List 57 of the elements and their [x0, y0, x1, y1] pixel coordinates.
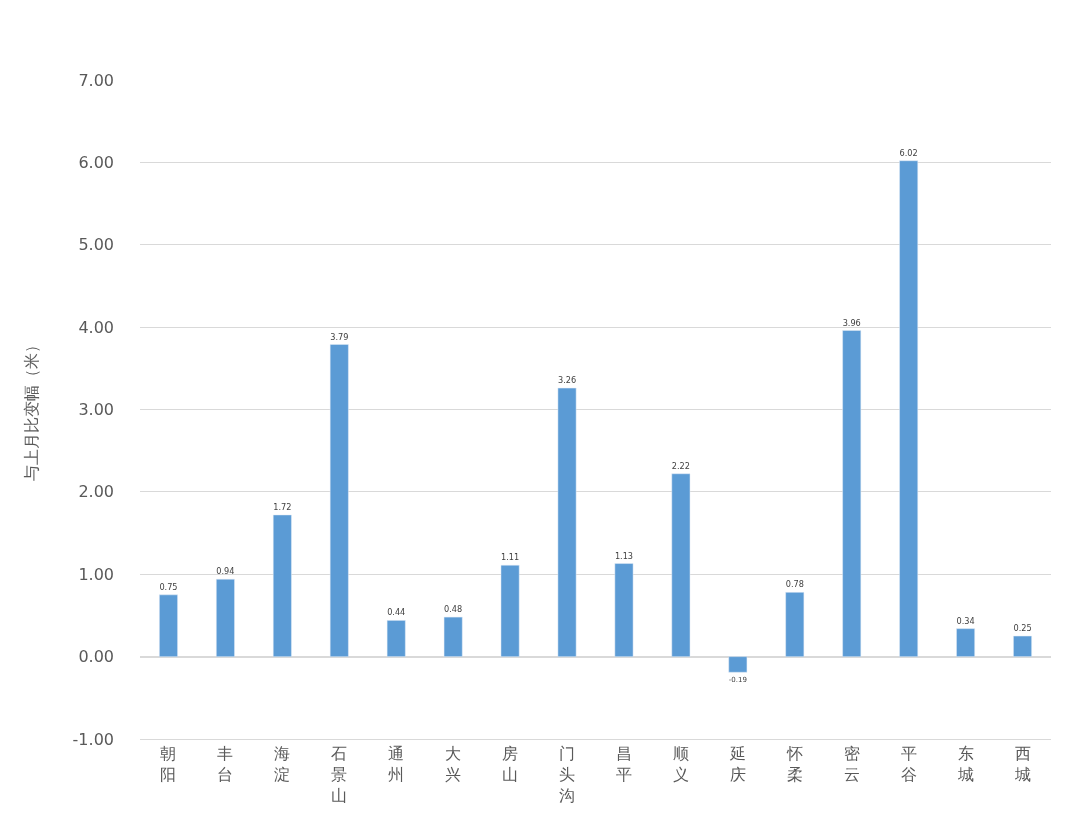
x-tick-label: 东城 [956, 744, 974, 784]
bar [272, 514, 292, 657]
bar [329, 344, 349, 657]
y-tick-label: -1.00 [72, 729, 114, 749]
data-label: 1.11 [500, 552, 520, 563]
data-label: 0.75 [159, 581, 178, 592]
y-tick-label: 0.00 [78, 647, 114, 667]
bar [899, 160, 919, 657]
y-tick-label: 2.00 [78, 482, 114, 502]
y-tick-label: 6.00 [78, 152, 114, 172]
data-label: 3.96 [842, 317, 861, 328]
bar [842, 330, 862, 657]
bar [956, 628, 975, 657]
data-label: 1.13 [614, 550, 634, 561]
bar [671, 473, 691, 657]
x-tick-label: 朝阳 [160, 744, 177, 784]
data-label: 0.94 [216, 566, 235, 577]
x-tick-label: 门头沟 [559, 744, 576, 805]
bar [443, 616, 463, 657]
data-label: 0.44 [387, 607, 406, 618]
y-tick-label: 3.00 [78, 400, 114, 420]
bar [1013, 635, 1032, 657]
data-label: 2.22 [671, 460, 691, 471]
bar [557, 387, 577, 657]
x-tick-label: 顺义 [672, 744, 689, 784]
x-tick-label: 海淀 [274, 744, 291, 784]
data-label: 3.79 [330, 331, 349, 342]
x-tick-label: 通州 [388, 744, 405, 784]
data-label: 1.72 [273, 502, 292, 513]
bar [216, 578, 235, 657]
x-tick-label: 大兴 [445, 744, 462, 784]
bar [159, 594, 178, 657]
x-tick-label: 平谷 [900, 744, 917, 784]
x-tick-label: 西城 [1013, 744, 1031, 784]
bar [386, 620, 406, 657]
data-label: 0.34 [956, 615, 975, 626]
x-tick-label: 昌平 [615, 744, 632, 784]
data-label: 0.25 [1013, 623, 1032, 634]
x-tick-label: 怀柔 [785, 744, 803, 784]
bar [500, 564, 520, 657]
data-label: 6.02 [899, 147, 918, 158]
bar [728, 656, 748, 673]
data-label: 3.26 [557, 375, 577, 386]
y-tick-label: 4.00 [78, 317, 114, 337]
x-tick-label: 延庆 [728, 744, 746, 784]
y-tick-label: 5.00 [78, 235, 114, 255]
x-tick-label: 密云 [843, 744, 860, 784]
x-tick-label: 石景山 [331, 744, 348, 805]
data-label: 0.48 [444, 604, 463, 615]
x-tick-label: 房山 [502, 744, 519, 784]
data-label: 0.78 [785, 579, 804, 590]
y-tick-label: 7.00 [78, 70, 114, 90]
y-axis-title: 与上月比变幅（米） [22, 337, 42, 482]
bar [785, 592, 805, 657]
x-tick-label: 丰台 [217, 744, 234, 784]
bar [614, 563, 634, 657]
y-tick-label: 1.00 [78, 564, 114, 584]
